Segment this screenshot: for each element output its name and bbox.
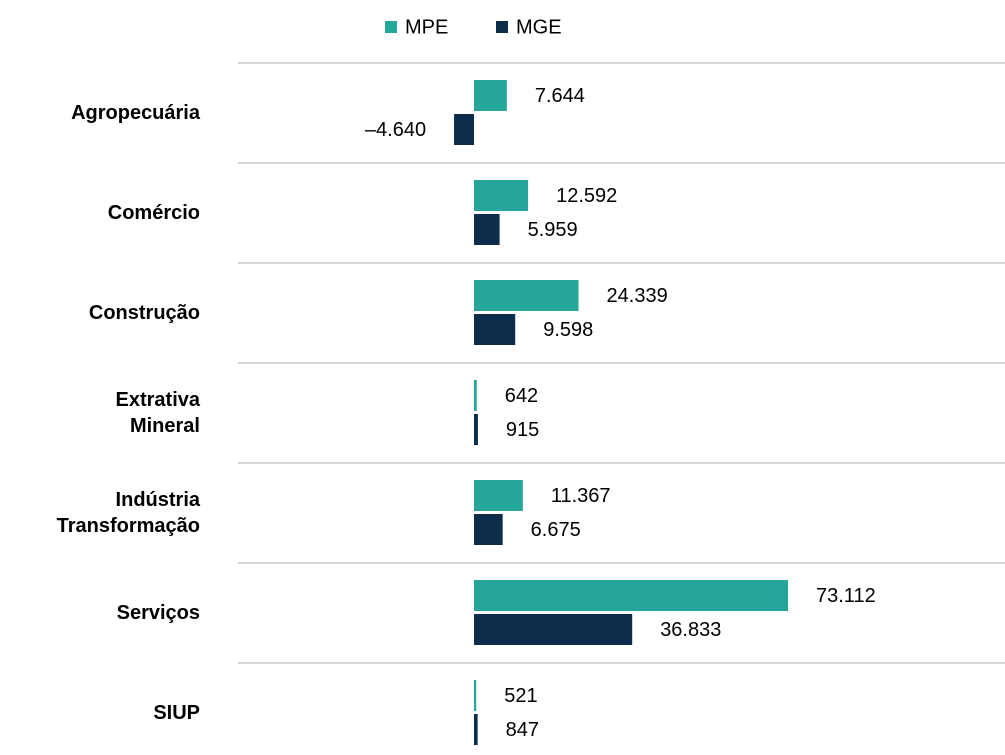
bar <box>474 80 507 111</box>
bar <box>474 514 503 545</box>
value-label: 847 <box>506 719 539 741</box>
bar <box>474 714 478 745</box>
category-label: SIUP <box>153 702 200 724</box>
category-label: Construção <box>88 302 200 324</box>
value-label: 11.367 <box>551 485 611 507</box>
legend-swatch <box>496 21 508 33</box>
value-label: 915 <box>506 419 539 441</box>
value-label: 7.644 <box>535 85 585 107</box>
value-label: 521 <box>504 685 537 707</box>
category-label: Agropecuária <box>71 102 200 124</box>
value-label: –4.640 <box>365 119 426 141</box>
value-label: 73.112 <box>816 585 876 607</box>
bar <box>474 314 516 345</box>
bar <box>474 580 788 611</box>
bar <box>474 280 579 311</box>
value-label: 642 <box>505 385 538 407</box>
category-label: Serviços <box>116 602 200 624</box>
value-label: 5.959 <box>528 219 578 241</box>
bar <box>474 680 477 711</box>
category-label: Extrativa Mineral <box>115 389 201 437</box>
bar <box>474 480 523 511</box>
bar <box>474 214 500 245</box>
bar <box>474 180 529 211</box>
legend-label: MGE <box>516 16 562 38</box>
category-label: Comércio <box>107 202 200 224</box>
bar <box>474 614 633 645</box>
bar <box>474 414 478 445</box>
bar <box>474 380 477 411</box>
legend-swatch <box>385 21 397 33</box>
value-label: 9.598 <box>543 319 593 341</box>
value-label: 12.592 <box>556 185 617 207</box>
category-label: Indústria Transformação <box>56 489 200 537</box>
value-label: 24.339 <box>607 285 668 307</box>
legend-label: MPE <box>405 16 448 38</box>
value-label: 6.675 <box>531 519 581 541</box>
value-label: 36.833 <box>660 619 721 641</box>
bar <box>454 114 474 145</box>
